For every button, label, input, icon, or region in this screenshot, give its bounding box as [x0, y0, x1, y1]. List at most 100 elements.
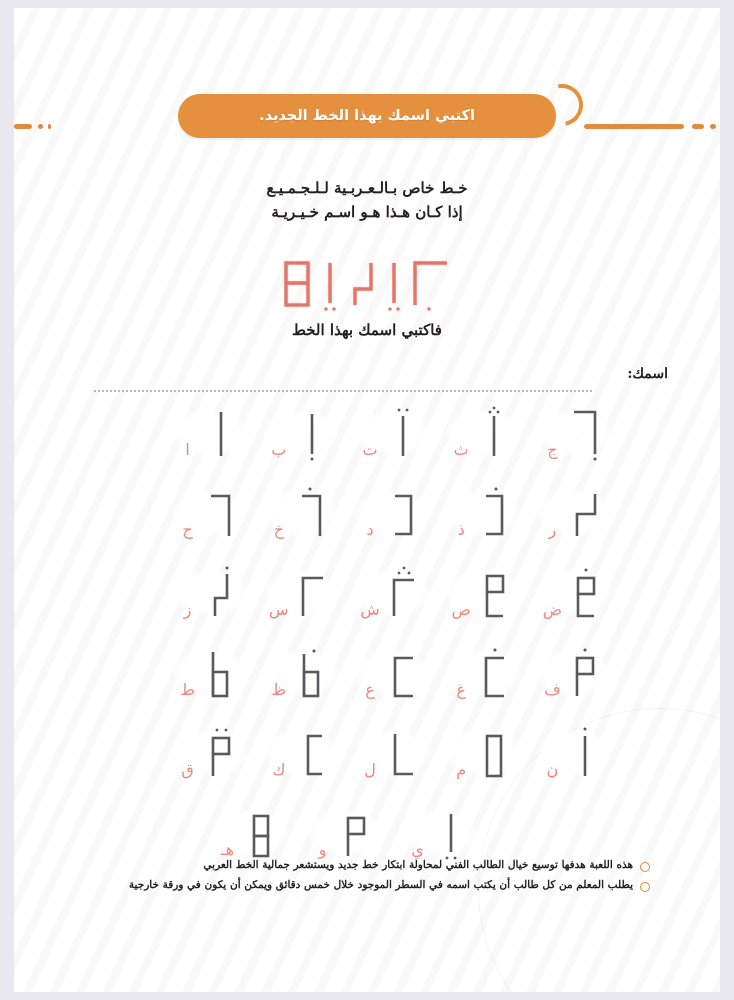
- cell-halo: [263, 569, 338, 616]
- glyph-ghain-icon: [484, 648, 505, 698]
- alphabet-cell-hah: ح: [164, 480, 255, 542]
- glyph-theh-icon: [488, 406, 500, 456]
- logo-glyph-yeh: [388, 263, 400, 311]
- note-item: هذه اللعبة هدفها توسيع خيال الطالب الفني…: [84, 858, 650, 874]
- alphabet-cell-khah: خ: [255, 480, 346, 542]
- alphabet-cell-zah: ظ: [255, 640, 346, 702]
- cell-halo: [307, 809, 382, 856]
- alphabet-cell-noon: ن: [529, 720, 620, 782]
- alphabet-row: ن م ل: [164, 720, 620, 782]
- glyph-zah-icon: [302, 649, 320, 698]
- header-rule-left-dot-2: [48, 124, 51, 129]
- letter-khah: خ: [273, 520, 284, 539]
- letter-dal: د: [366, 520, 374, 539]
- intro-verse-line-2: إذا كـان هـذا هـو اسـم خـيـريـة: [271, 203, 463, 222]
- cell-halo: [354, 729, 429, 776]
- alphabet-cell-ain: ع: [346, 640, 437, 702]
- teacher-notes: هذه اللعبة هدفها توسيع خيال الطالب الفني…: [84, 858, 650, 898]
- alphabet-cell-waw: و: [297, 800, 392, 862]
- glyph-khah-icon: [301, 487, 322, 536]
- alphabet-cell-tah: ط: [164, 640, 255, 702]
- cell-halo: [172, 569, 247, 616]
- letter-sheen: ش: [360, 600, 380, 619]
- glyph-teh-icon: [397, 408, 409, 456]
- header-rule-left-dot-1: [38, 124, 43, 129]
- alphabet-row: ج ث: [164, 400, 620, 462]
- intro-verse-line-1: خـط خاص بـالـعـربـية لـلـجـمـيـع: [266, 179, 468, 197]
- alphabet-cell-thal: ذ: [438, 480, 529, 542]
- letter-feh: ف: [544, 680, 561, 699]
- cell-halo: [263, 409, 338, 456]
- alphabet-grid: ج ث: [164, 400, 620, 862]
- letter-zain: ز: [183, 600, 192, 619]
- page-header: اكتبي اسمك بهذا الخط الجديد.: [14, 75, 720, 150]
- glyph-reh-icon: [576, 494, 597, 536]
- alphabet-row: ر ذ د: [164, 480, 620, 542]
- logo-glyph-yeh-2: [324, 263, 336, 311]
- cell-halo: [446, 569, 521, 616]
- letter-alef: ا: [185, 440, 190, 459]
- letter-noon: ن: [546, 760, 559, 779]
- letter-waw: و: [318, 840, 327, 859]
- cell-halo: [354, 409, 429, 456]
- note-item: يطلب المعلم من كل طالب أن يكتب اسمه في ا…: [84, 878, 650, 894]
- glyph-tah-icon: [211, 652, 228, 698]
- cell-halo: [354, 489, 429, 536]
- alphabet-cell-ghain: غ: [438, 640, 529, 702]
- letter-yeh: ي: [411, 840, 424, 859]
- header-title-banner: اكتبي اسمك بهذا الخط الجديد.: [178, 94, 556, 138]
- glyph-zain-icon: [213, 566, 229, 616]
- cell-halo: [446, 649, 521, 696]
- alphabet-cell-theh: ث: [438, 400, 529, 462]
- alphabet-cell-teh: ت: [346, 400, 437, 462]
- letter-theh: ث: [453, 440, 469, 459]
- letter-tah: ط: [180, 680, 195, 699]
- logo-glyph-teh-marbuta: [284, 261, 310, 307]
- glyph-heh-icon: [252, 814, 269, 858]
- cell-halo: [212, 809, 287, 856]
- cell-halo: [172, 409, 247, 456]
- alphabet-cell-alef: ا: [164, 400, 255, 462]
- glyph-hah-icon: [210, 494, 230, 536]
- letter-kaf: ك: [272, 760, 286, 779]
- glyph-lam-icon: [393, 734, 413, 776]
- alphabet-cell-meem: م: [438, 720, 529, 782]
- header-rule-right-dot: [710, 124, 716, 129]
- cell-halo: [172, 649, 247, 696]
- intro-verse: خـط خاص بـالـعـربـية لـلـجـمـيـع إذا كـا…: [14, 176, 720, 225]
- alphabet-cell-kaf: ك: [255, 720, 346, 782]
- glyph-sad-icon: [485, 574, 505, 618]
- glyph-feh-icon: [576, 648, 595, 696]
- note-text-1: هذه اللعبة هدفها توسيع خيال الطالب الفني…: [203, 859, 633, 871]
- letter-heh: هـ: [220, 840, 235, 859]
- letter-sad: ص: [451, 600, 471, 619]
- glyph-thal-icon: [486, 487, 504, 536]
- cell-halo: [263, 729, 338, 776]
- cell-halo: [537, 649, 612, 696]
- cell-halo: [354, 649, 429, 696]
- header-rule-right-dash: [692, 124, 704, 129]
- cell-halo: [537, 569, 612, 616]
- glyph-meem-icon: [485, 734, 503, 778]
- cell-halo: [263, 649, 338, 696]
- alphabet-cell-jeem: ج: [529, 400, 620, 462]
- alphabet-cell-sad: ص: [438, 560, 529, 622]
- alphabet-cell-sheen: ش: [346, 560, 437, 622]
- logo-glyph-reh: [353, 263, 373, 305]
- bullet-circle-icon: [640, 862, 650, 872]
- cell-halo: [537, 409, 612, 456]
- letter-thal: ذ: [457, 520, 465, 539]
- glyph-waw-icon: [346, 816, 365, 856]
- letter-jeem: ج: [547, 440, 558, 459]
- bullet-circle-icon: [640, 881, 650, 892]
- cell-halo: [263, 489, 338, 536]
- alphabet-cell-heh: هـ: [202, 800, 297, 862]
- stylized-name-logo: [14, 252, 720, 314]
- letter-seen: س: [269, 600, 289, 619]
- name-input-line[interactable]: [94, 390, 592, 392]
- cell-halo: [446, 409, 521, 456]
- glyph-sheen-icon: [392, 566, 414, 616]
- letter-hah: ح: [182, 520, 193, 539]
- letter-ain: ع: [365, 680, 375, 699]
- glyph-qaf-icon: [211, 728, 230, 776]
